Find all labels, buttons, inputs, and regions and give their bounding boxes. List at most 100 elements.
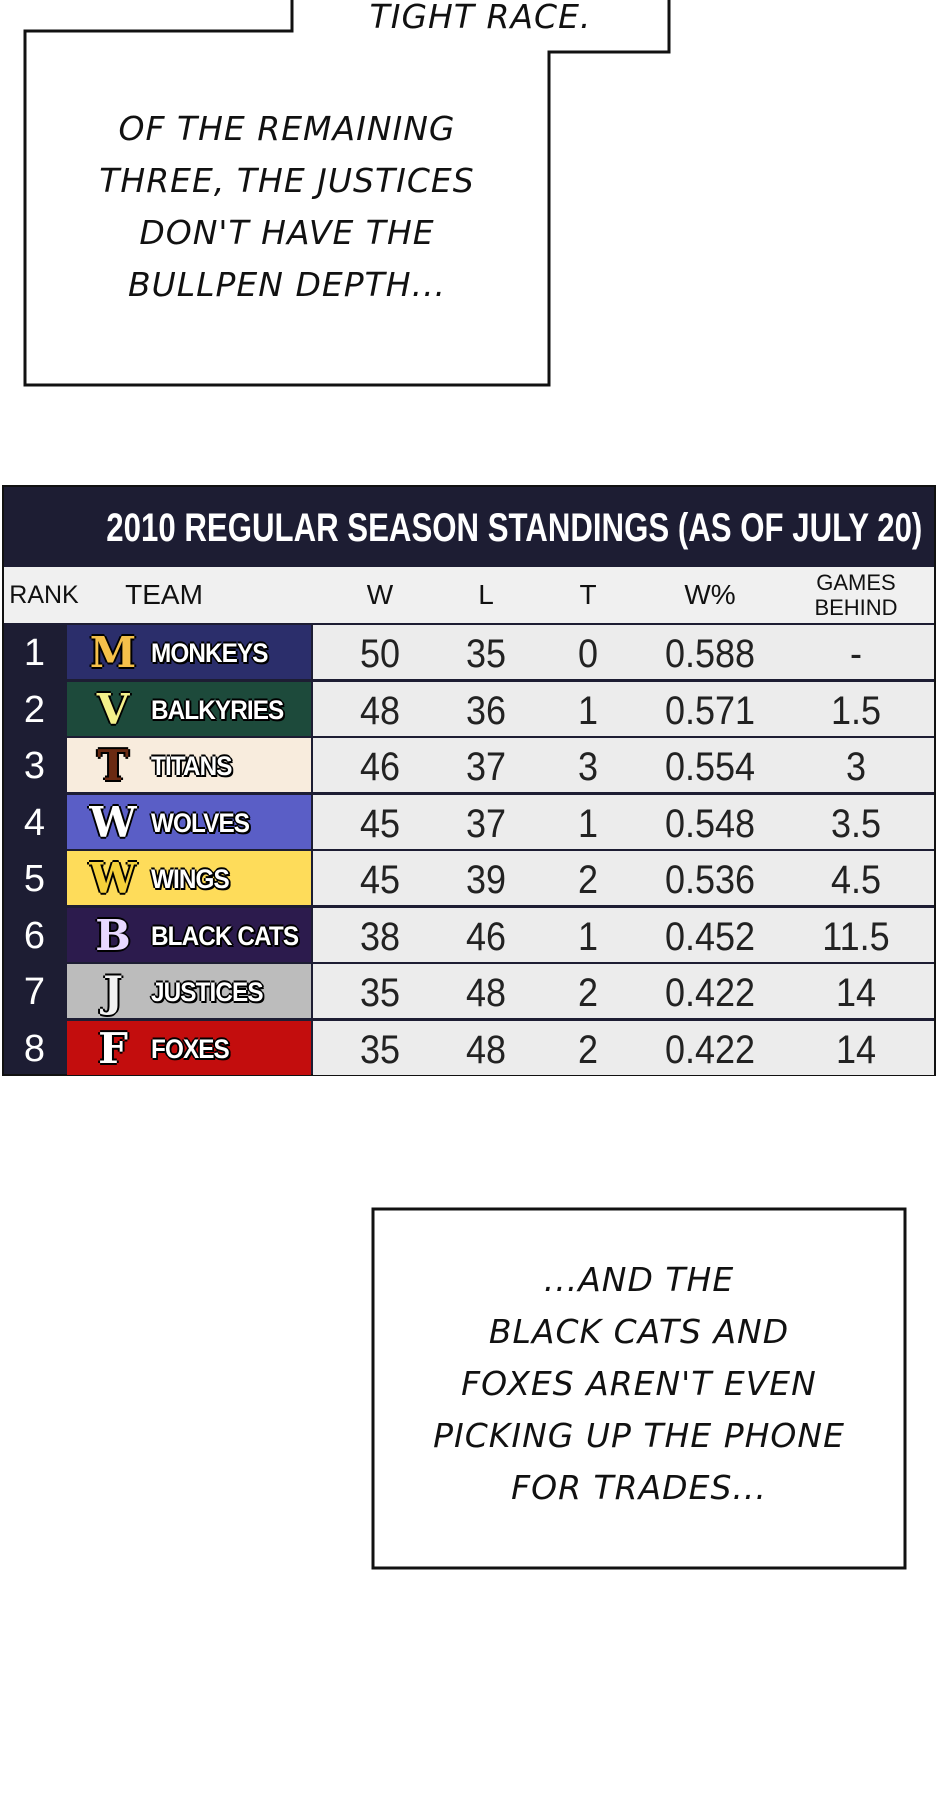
caption-line: BULLPEN DEPTH... <box>127 265 447 304</box>
team-logo-icon: T <box>97 741 129 790</box>
caption-line: BLACK CATS AND <box>488 1312 790 1351</box>
rank-cell: 6 <box>23 914 46 957</box>
team-logo-icon: F <box>98 1023 128 1073</box>
w-cell: 35 <box>359 1027 401 1072</box>
table-row: 4 W WOLVES 45 37 1 0.548 3.5 <box>4 794 934 849</box>
team-cell: M MONKEYS <box>67 625 311 679</box>
pct-cell: 0.548 <box>664 801 756 846</box>
t-cell: 1 <box>577 801 599 846</box>
l-cell: 37 <box>465 745 507 789</box>
caption-line: DON'T HAVE THE <box>139 213 435 252</box>
header-rank: RANK <box>9 581 79 609</box>
table-row: 3 T TITANS 46 37 3 0.554 3 <box>4 738 934 792</box>
t-cell: 1 <box>577 688 599 733</box>
t-cell: 2 <box>577 1027 599 1072</box>
team-name: BLACK CATS <box>151 920 299 951</box>
caption-line: PICKING UP THE PHONE <box>433 1416 845 1455</box>
w-cell: 48 <box>359 688 401 733</box>
header-gb-line: GAMES <box>816 570 896 595</box>
team-cell: T TITANS <box>67 738 311 792</box>
team-cell: W WOLVES <box>67 794 311 849</box>
table-row: 8 F FOXES 35 48 2 0.422 14 <box>4 1020 934 1075</box>
team-cell: B BLACK CATS <box>67 907 311 962</box>
rank-cell: 8 <box>23 1027 46 1070</box>
gb-cell: 4.5 <box>830 858 882 902</box>
gb-cell: - <box>849 632 862 676</box>
stats-cells: 48 36 1 0.571 1.5 <box>313 681 934 736</box>
w-cell: 38 <box>359 914 401 959</box>
team-cell: F FOXES <box>67 1020 311 1075</box>
header-games-behind: GAMES BEHIND <box>796 570 916 626</box>
team-name: JUSTICES <box>151 977 264 1007</box>
team-name: BALKYRIES <box>151 694 284 725</box>
team-logo-icon: J <box>103 967 123 1016</box>
w-cell: 50 <box>359 632 401 676</box>
t-cell: 2 <box>577 858 599 902</box>
team-name: WINGS <box>151 864 230 894</box>
header-w: W <box>366 579 394 610</box>
caption-bottom: ...AND THE BLACK CATS AND FOXES AREN'T E… <box>373 1254 905 1514</box>
gb-cell: 14 <box>835 971 877 1015</box>
table-row: 7 J JUSTICES 35 48 2 0.422 14 <box>4 964 934 1018</box>
header-gb-line: BEHIND <box>814 595 898 620</box>
team-name: TITANS <box>151 751 232 781</box>
w-cell: 45 <box>359 858 401 902</box>
l-cell: 36 <box>465 688 507 733</box>
standings-table: 2010 REGULAR SEASON STANDINGS (AS OF JUL… <box>2 485 936 1076</box>
rank-cell: 4 <box>23 801 46 844</box>
gb-cell: 11.5 <box>822 914 890 959</box>
pct-cell: 0.554 <box>664 745 756 789</box>
team-name: WOLVES <box>151 807 250 838</box>
stats-cells: 45 37 1 0.548 3.5 <box>313 794 934 849</box>
team-logo-icon: W <box>89 797 137 847</box>
header-pct: W% <box>684 579 736 610</box>
t-cell: 3 <box>577 745 599 789</box>
stats-cells: 35 48 2 0.422 14 <box>313 964 934 1018</box>
stats-cells: 50 35 0 0.588 - <box>313 625 934 679</box>
team-logo-icon: W <box>89 854 137 903</box>
l-cell: 48 <box>465 1027 507 1072</box>
header-team: TEAM <box>125 579 203 610</box>
rank-cell: 2 <box>23 688 46 731</box>
team-logo-icon: V <box>96 684 130 734</box>
pct-cell: 0.422 <box>664 971 756 1015</box>
caption-tight-race: TIGHT RACE. <box>369 0 592 36</box>
team-cell: V BALKYRIES <box>67 681 311 736</box>
caption-line: THREE, THE JUSTICES <box>99 161 475 200</box>
rank-cell: 7 <box>23 971 46 1013</box>
stats-cells: 38 46 1 0.452 11.5 <box>313 907 934 962</box>
table-title: 2010 REGULAR SEASON STANDINGS (AS OF JUL… <box>106 506 923 550</box>
pct-cell: 0.571 <box>664 688 756 733</box>
stats-cells: 45 39 2 0.536 4.5 <box>313 851 934 905</box>
caption-line: FOR TRADES... <box>511 1468 767 1507</box>
caption-box-bottom <box>371 1207 907 1570</box>
gb-cell: 1.5 <box>830 688 882 733</box>
w-cell: 45 <box>359 801 401 846</box>
w-cell: 46 <box>359 745 401 789</box>
header-l: L <box>478 579 494 610</box>
pct-cell: 0.452 <box>664 914 756 959</box>
table-row: 5 W WINGS 45 39 2 0.536 4.5 <box>4 851 934 905</box>
l-cell: 37 <box>465 801 507 846</box>
gb-cell: 3.5 <box>830 801 882 846</box>
table-header: RANK TEAM W L T W% GAMES BEHIND <box>4 567 934 623</box>
t-cell: 0 <box>577 632 599 676</box>
caption-middle: OF THE REMAINING THREE, THE JUSTICES DON… <box>25 103 549 311</box>
team-logo-icon: B <box>95 910 131 960</box>
caption-line: FOXES AREN'T EVEN <box>461 1364 817 1403</box>
table-row: 1 M MONKEYS 50 35 0 0.588 - <box>4 625 934 679</box>
rank-cell: 5 <box>23 858 46 900</box>
w-cell: 35 <box>359 971 401 1015</box>
stats-cells: 35 48 2 0.422 14 <box>313 1020 934 1075</box>
pct-cell: 0.536 <box>664 858 756 902</box>
l-cell: 35 <box>465 632 507 676</box>
header-t: T <box>579 579 597 610</box>
table-row: 2 V BALKYRIES 48 36 1 0.571 1.5 <box>4 681 934 736</box>
team-name: MONKEYS <box>151 638 268 668</box>
t-cell: 1 <box>577 914 599 959</box>
team-cell: W WINGS <box>67 851 311 905</box>
team-name: FOXES <box>151 1033 230 1064</box>
caption-line: OF THE REMAINING <box>118 109 456 148</box>
